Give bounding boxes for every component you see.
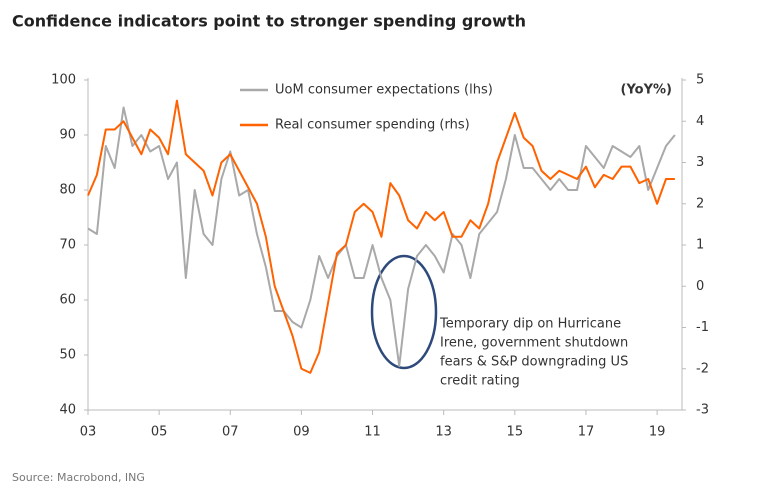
y-tick-label: 70 [59, 238, 76, 253]
annotation-text: credit rating [440, 374, 520, 389]
source: Source: Macrobond, ING [12, 471, 145, 484]
y2-axis-label: (YoY%) [621, 83, 672, 98]
x-tick-label: 07 [222, 425, 239, 440]
y-tick-label: 90 [59, 128, 76, 143]
y2-tick-label: 0 [696, 279, 704, 294]
y-tick-label: 60 [59, 293, 76, 308]
legend-label: UoM consumer expectations (lhs) [275, 83, 493, 98]
annotation-text: Irene, government shutdown [440, 336, 628, 351]
x-tick-label: 15 [507, 425, 524, 440]
y2-tick-label: 1 [696, 238, 704, 253]
x-tick-label: 03 [80, 425, 97, 440]
y2-tick-label: 5 [696, 73, 704, 88]
y2-tick-label: -2 [696, 361, 709, 376]
x-tick-label: 13 [435, 425, 452, 440]
y2-tick-label: 2 [696, 196, 704, 211]
y2-tick-label: -3 [696, 403, 709, 418]
y-tick-label: 100 [51, 73, 76, 88]
legend-label: Real consumer spending (rhs) [275, 118, 470, 133]
y2-tick-label: 4 [696, 114, 704, 129]
series-line [87, 106, 676, 367]
y2-tick-label: 3 [696, 155, 704, 170]
x-tick-label: 17 [578, 425, 595, 440]
y2-tick-label: -1 [696, 320, 709, 335]
annotation-text: Temporary dip on Hurricane [439, 317, 621, 332]
y-tick-label: 80 [59, 183, 76, 198]
x-tick-label: 09 [293, 425, 310, 440]
chart-title: Confidence indicators point to stronger … [12, 12, 526, 31]
y-tick-label: 40 [59, 403, 76, 418]
annotation-text: fears & S&P downgrading US [440, 355, 628, 370]
x-tick-label: 11 [364, 425, 381, 440]
series-line [87, 99, 675, 374]
x-tick-label: 05 [151, 425, 168, 440]
annotation-ellipse [370, 254, 438, 370]
y-tick-label: 50 [59, 348, 76, 363]
x-tick-label: 19 [649, 425, 666, 440]
